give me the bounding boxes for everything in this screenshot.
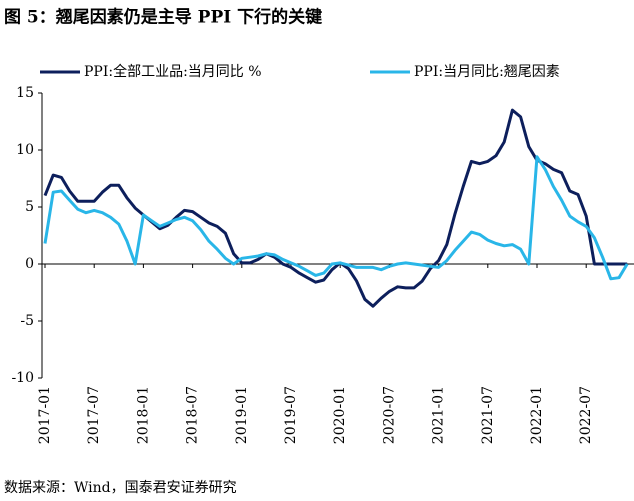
x-tick-label: 2022-07 — [578, 386, 594, 444]
y-tick-label: -10 — [11, 370, 34, 386]
x-tick-label: 2021-01 — [431, 386, 447, 444]
x-tick-label: 2018-07 — [185, 386, 201, 444]
y-tick-label: 10 — [16, 142, 34, 158]
y-tick-label: 0 — [25, 256, 34, 272]
x-tick-label: 2017-07 — [86, 386, 102, 444]
chart-title: 图 5：翘尾因素仍是主导 PPI 下行的关键 — [4, 7, 322, 28]
x-tick-label: 2019-01 — [234, 386, 250, 444]
series-line — [43, 108, 628, 308]
series-line — [43, 155, 629, 281]
source: 数据来源：Wind，国泰君安证券研究 — [4, 480, 237, 496]
x-tick-label: 2019-07 — [283, 386, 299, 444]
legend-label: PPI:当月同比:翘尾因素 — [414, 64, 560, 80]
y-tick-label: 15 — [16, 85, 34, 101]
legend-label: PPI:全部工业品:当月同比 % — [84, 63, 262, 80]
x-tick-label: 2018-01 — [135, 386, 151, 444]
x-tick-label: 2022-01 — [529, 386, 545, 444]
x-tick-label: 2020-07 — [381, 386, 397, 444]
y-tick-label: -5 — [20, 313, 34, 329]
x-tick-label: 2021-07 — [480, 386, 496, 444]
x-tick-label: 2017-01 — [37, 386, 53, 444]
y-tick-label: 5 — [25, 199, 34, 215]
x-tick-label: 2020-01 — [332, 386, 348, 444]
